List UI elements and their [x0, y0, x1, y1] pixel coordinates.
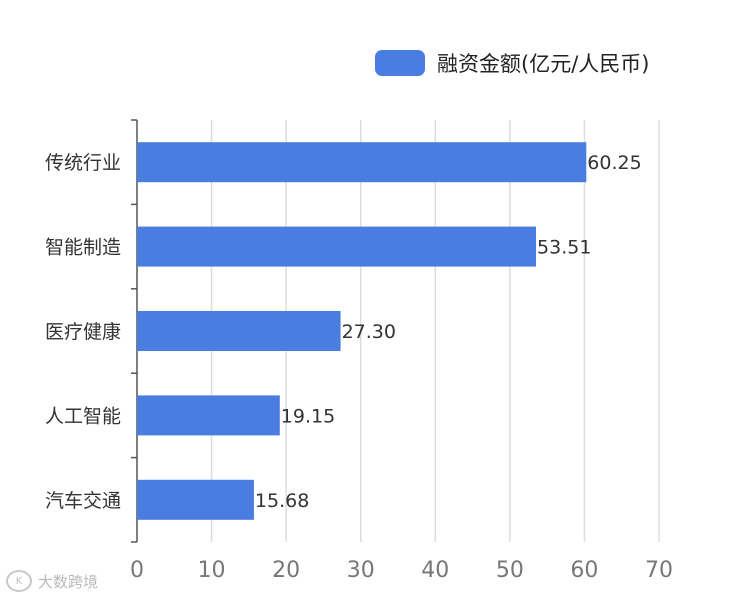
legend-swatch: [375, 50, 425, 76]
bar: [137, 142, 587, 183]
x-tick-label: 70: [645, 558, 673, 583]
data-label: 60.25: [587, 152, 641, 174]
watermark: K 大数跨境: [6, 570, 98, 592]
category-label: 智能制造: [45, 237, 121, 259]
x-tick-label: 40: [421, 558, 449, 583]
watermark-logo-icon: K: [6, 570, 32, 592]
bar: [137, 311, 341, 351]
category-label: 传统行业: [45, 152, 121, 174]
legend: 融资金额(亿元/人民币): [375, 46, 649, 80]
x-tick-label: 30: [347, 558, 375, 583]
legend-label: 融资金额(亿元/人民币): [437, 52, 650, 76]
bar: [137, 479, 254, 520]
category-label: 医疗健康: [45, 321, 121, 343]
data-label: 53.51: [537, 237, 591, 259]
bar: [137, 226, 537, 267]
category-label: 汽车交通: [45, 490, 121, 512]
watermark-text: 大数跨境: [38, 572, 99, 591]
x-tick-label: 60: [570, 558, 598, 583]
data-label: 19.15: [281, 405, 335, 427]
x-tick-label: 10: [198, 558, 226, 583]
x-tick-label: 0: [130, 558, 144, 583]
data-label: 27.30: [342, 321, 396, 343]
data-label: 15.68: [255, 490, 309, 512]
x-tick-label: 20: [272, 558, 300, 583]
x-tick-label: 50: [496, 558, 524, 583]
category-label: 人工智能: [45, 405, 121, 427]
bar: [137, 395, 280, 436]
